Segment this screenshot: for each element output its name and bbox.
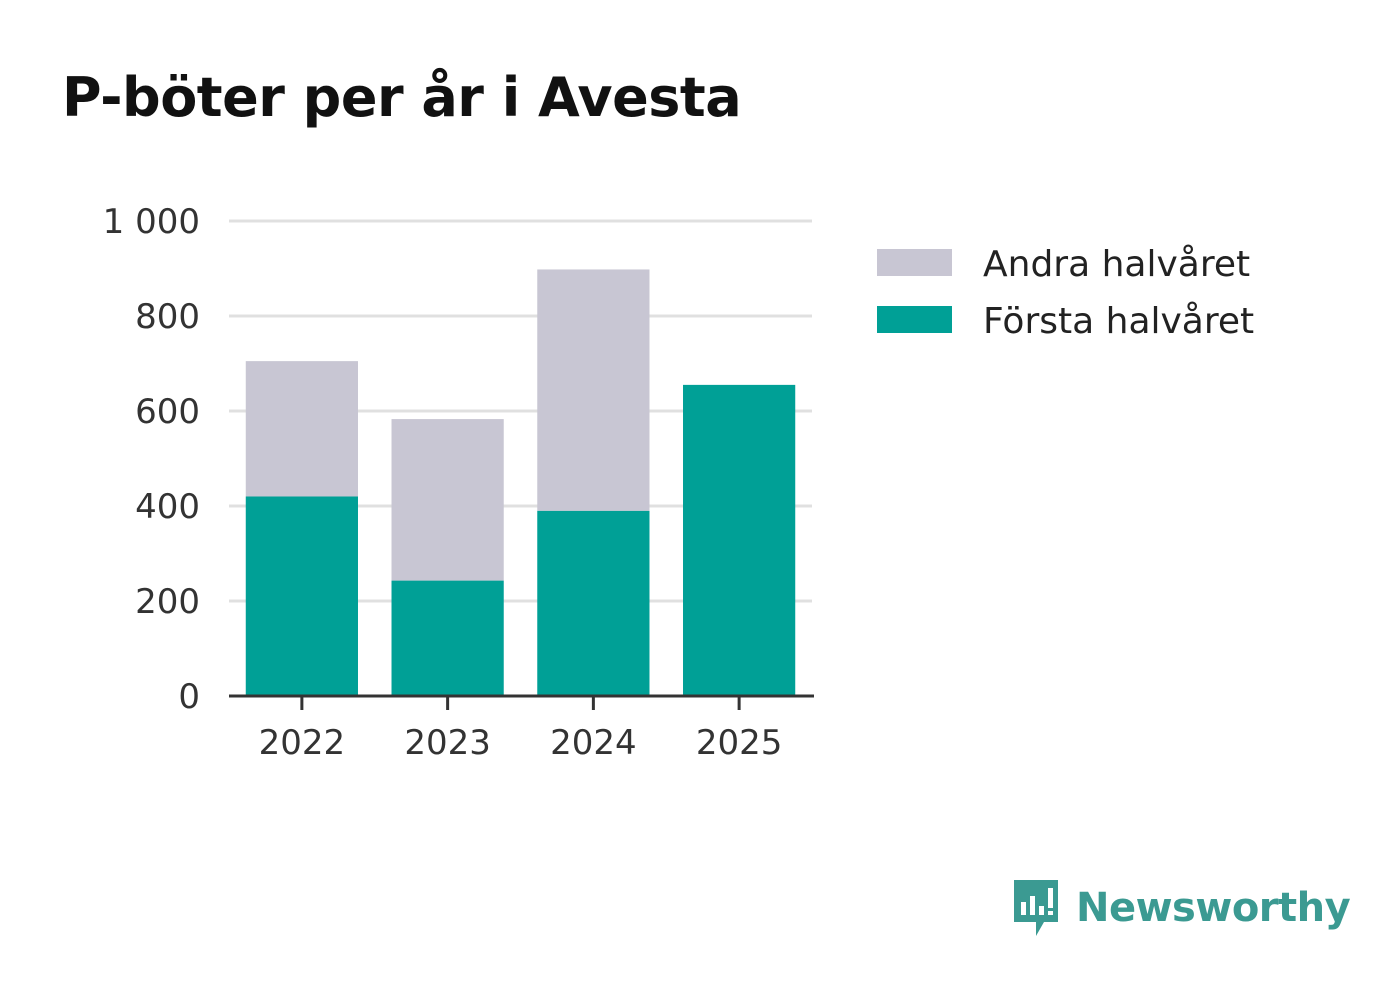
x-tick-label: 2024 <box>550 723 637 763</box>
logo-text: Newsworthy <box>1076 885 1351 931</box>
bar-segment <box>537 269 650 511</box>
x-axis <box>229 694 814 710</box>
bar-segment <box>537 510 650 696</box>
y-tick-label: 200 <box>135 582 200 622</box>
y-tick-label: 0 <box>178 677 200 717</box>
x-tick-label: 2023 <box>404 723 491 763</box>
x-tick-label: 2022 <box>259 723 346 763</box>
bar-segment <box>683 384 796 696</box>
legend-label: Andra halvåret <box>983 244 1250 285</box>
bar-segment <box>391 419 504 581</box>
x-tick-label: 2025 <box>696 723 783 763</box>
y-tick-label: 600 <box>135 392 200 432</box>
newsworthy-logo-icon <box>1014 880 1058 936</box>
y-tick-label: 400 <box>135 487 200 527</box>
legend: Andra halvåret Första halvåret <box>877 244 1254 342</box>
legend-label: Första halvåret <box>983 301 1254 342</box>
bar-segment <box>245 496 358 696</box>
bar-segment <box>391 580 504 696</box>
legend-swatch <box>877 306 952 333</box>
y-tick-label: 1 000 <box>103 202 200 242</box>
y-tick-labels: 0 200 400 600 800 1 000 <box>103 202 200 717</box>
chart-title: P-böter per år i Avesta <box>62 66 742 129</box>
bar-segment <box>245 361 358 497</box>
x-tick-labels: 2022 2023 2024 2025 <box>259 723 783 763</box>
legend-swatch <box>877 249 952 276</box>
y-tick-label: 800 <box>135 297 200 337</box>
bars <box>245 269 796 696</box>
newsworthy-logo: Newsworthy <box>1010 878 1351 938</box>
